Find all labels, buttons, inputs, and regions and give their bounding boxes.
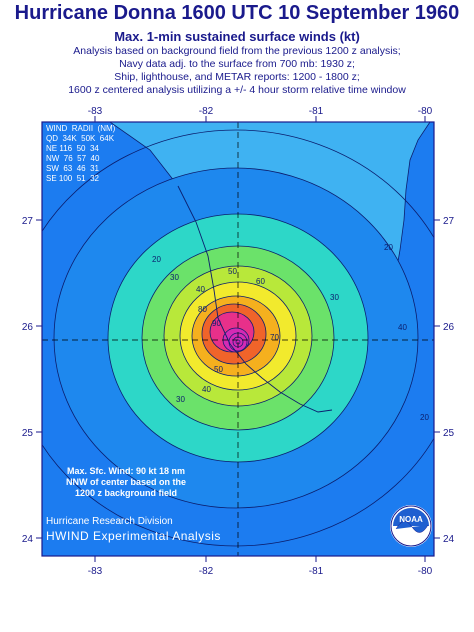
contour-label: 20 [384, 243, 393, 252]
axis-ticks [36, 116, 440, 562]
contour-20 [42, 129, 434, 547]
radii-50k: 57 [77, 154, 87, 163]
lat-tick-label: 24 [443, 534, 455, 545]
lon-tick-label: -81 [309, 566, 324, 577]
radii-64k: 34 [89, 144, 99, 153]
radii-quadrant: SW [46, 164, 59, 173]
max-wind-note: Max. Sfc. Wind: 90 kt 18 nm NNW of cente… [46, 466, 206, 499]
lon-tick-label: -80 [418, 106, 433, 117]
contour-label: 90 [212, 319, 221, 328]
note-line: 1600 z centered analysis utilizing a +/-… [68, 84, 406, 96]
map-subtitle: Max. 1-min sustained surface winds (kt) [114, 29, 360, 44]
contour-label: 30 [170, 273, 179, 282]
radii-34k: 100 [58, 174, 73, 183]
product-credit: HWIND Experimental Analysis [46, 529, 221, 543]
noaa-emblem-icon: NOAA [390, 505, 432, 547]
lon-tick-label: -83 [88, 566, 103, 577]
radii-header: WIND RADII (NM) [46, 124, 116, 133]
contour-label: 30 [176, 395, 185, 404]
lon-tick-label: -80 [418, 566, 433, 577]
note-line: Navy data adj. to the surface from 700 m… [119, 58, 355, 70]
note-line: Analysis based on background field from … [73, 45, 401, 57]
lat-tick-label: 25 [443, 428, 455, 439]
contour-label: 40 [202, 385, 211, 394]
lat-tick-label: 26 [22, 322, 34, 333]
radii-quadrant: SE [46, 174, 57, 183]
contour-label: 20 [152, 255, 161, 264]
max-wind-line: NNW of center based on the [65, 477, 186, 487]
radii-64k: 31 [90, 164, 99, 173]
radii-row: NW 76 57 40 [46, 154, 115, 164]
lat-tick-label: 25 [22, 428, 34, 439]
contour-label: 70 [270, 333, 279, 342]
note-line: Ship, lighthouse, and METAR reports: 120… [114, 71, 360, 83]
radii-row: SE 100 51 32 [46, 174, 115, 184]
radii-34k: 63 [63, 164, 73, 173]
lat-tick-label: 24 [22, 534, 34, 545]
analysis-notes: Analysis based on background field from … [0, 45, 474, 97]
wind-radii-table: WIND RADII (NM) QD 34K 50K 64K NE 116 50… [46, 124, 115, 184]
lon-tick-label: -82 [199, 566, 214, 577]
radii-50k: 50 [76, 144, 86, 153]
division-credit: Hurricane Research Division [46, 516, 173, 527]
contour-label: 50 [228, 267, 237, 276]
lat-tick-label: 27 [22, 216, 34, 227]
radii-34k: 76 [63, 154, 73, 163]
max-wind-line: Max. Sfc. Wind: 90 kt 18 nm [67, 466, 185, 476]
contour-label: 60 [256, 277, 265, 286]
lon-tick-label: -83 [88, 106, 103, 117]
max-wind-line: 1200 z background field [74, 488, 178, 498]
radii-50k: 46 [76, 164, 86, 173]
radii-64k: 40 [90, 154, 100, 163]
map-title: Hurricane Donna 1600 UTC 10 September 19… [14, 2, 460, 24]
contour-label: 40 [398, 323, 407, 332]
radii-header: QD 34K 50K 64K [46, 134, 115, 143]
radii-64k: 32 [90, 174, 99, 183]
noaa-logo: NOAA [390, 505, 432, 547]
radii-50k: 51 [76, 174, 86, 183]
contour-label: 80 [198, 305, 207, 314]
radii-row: NE 116 50 34 [46, 144, 115, 154]
lat-tick-label: 27 [443, 216, 455, 227]
lat-tick-label: 26 [443, 322, 455, 333]
logo-text: NOAA [399, 515, 423, 524]
contour-label: 30 [330, 293, 339, 302]
contour-label: 50 [214, 365, 223, 374]
radii-row: SW 63 46 31 [46, 164, 115, 174]
radii-quadrant: NW [46, 154, 60, 163]
lon-tick-label: -81 [309, 106, 324, 117]
contour-label: 20 [420, 413, 429, 422]
lon-tick-label: -82 [199, 106, 214, 117]
plot-frame [41, 121, 435, 557]
radii-quadrant: NE [46, 144, 58, 153]
radii-34k: 116 [59, 144, 73, 153]
contour-label: 40 [196, 285, 205, 294]
